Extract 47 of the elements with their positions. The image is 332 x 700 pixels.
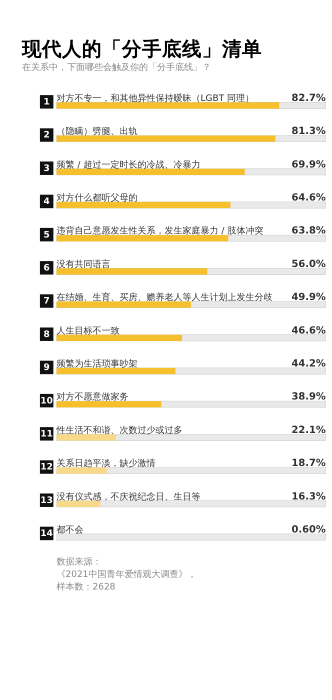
- y-tick-label: 关系日趋平淡，缺少激情: [56, 458, 156, 470]
- text: 6: [44, 264, 50, 274]
- text: 4: [44, 197, 50, 208]
- data-label: 69.9%: [292, 159, 326, 170]
- data-label: 22.1%: [292, 424, 326, 436]
- y-tick-label: 没有仪式感，不庆祝纪念日、生日等: [56, 491, 201, 502]
- data-label: 44.2%: [292, 358, 326, 370]
- text: 1: [44, 98, 50, 108]
- text: 12: [40, 462, 53, 473]
- data-label: 82.7%: [292, 92, 326, 104]
- text: 10: [40, 396, 53, 406]
- y-tick-label: （隐瞒）劈腿、出轨: [56, 126, 138, 138]
- data-label: 63.8%: [292, 226, 326, 237]
- y-tick-label: 频繁为生活琐事吵架: [56, 358, 138, 370]
- source-note: 数据来源：: [56, 556, 102, 568]
- text: 《2021中国青年爱情观大调查》，: [56, 568, 196, 580]
- y-tick-label: 没有共同语言: [56, 258, 111, 270]
- text: 11: [40, 430, 53, 440]
- data-label: 16.3%: [292, 491, 326, 502]
- data-label: 56.0%: [292, 258, 326, 270]
- text: 3: [44, 164, 50, 174]
- text: 13: [40, 496, 53, 506]
- text: 14: [40, 529, 53, 540]
- data-label: 49.9%: [292, 292, 326, 304]
- text: 9: [44, 363, 50, 374]
- text: 2: [44, 130, 50, 141]
- y-tick-label: 对方不愿意做家务: [56, 392, 129, 403]
- data-label: 64.6%: [292, 192, 326, 204]
- text: 样本数：2628: [56, 582, 116, 593]
- y-tick-label: 频繁 / 超过一定时长的冷战、冷暴力: [56, 159, 200, 170]
- data-label: 46.6%: [292, 325, 326, 336]
- y-tick-label: 在结婚、生育、买房、赡养老人等人生计划上发生分歧: [56, 292, 273, 304]
- data-label: 38.9%: [292, 392, 326, 403]
- text: 5: [44, 230, 50, 240]
- data-label: 0.60%: [292, 524, 326, 536]
- y-tick-label: 都不会: [56, 524, 84, 536]
- text: 7: [44, 296, 50, 307]
- chart-title: 现代人的「分手底线」清单: [20, 38, 262, 61]
- y-tick-label: 对方不专一，和其他异性保持暧昧（LGBT 同理）: [56, 92, 254, 104]
- y-tick-label: 违背自己意愿发生性关系，发生家庭暴力 / 肢体冲突: [56, 226, 264, 237]
- y-tick-label: 性生活不和谐、次数过少或过多: [56, 424, 183, 436]
- text: 8: [44, 330, 50, 340]
- data-label: 81.3%: [292, 126, 326, 138]
- chart-subtitle: 在关系中，下面哪些会触及你的「分手底线」？: [22, 62, 211, 73]
- y-tick-label: 人生目标不一致: [56, 325, 120, 336]
- data-label: 18.7%: [292, 458, 326, 470]
- y-tick-label: 对方什么都听父母的: [56, 192, 138, 204]
